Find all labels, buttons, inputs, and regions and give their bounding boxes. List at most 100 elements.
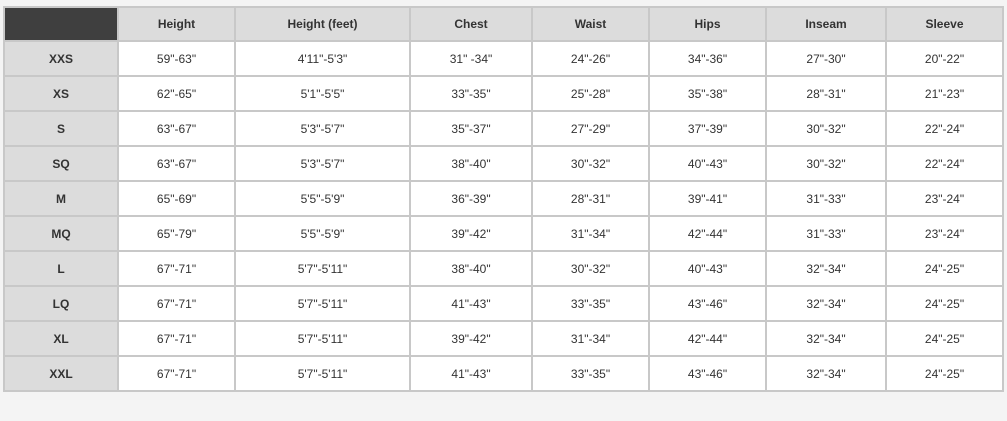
- measurement-cell: 37"-39": [648, 110, 767, 147]
- measurement-cell: 32"-34": [765, 355, 887, 392]
- size-chart-table: Height Height (feet) Chest Waist Hips Inseam S…: [3, 6, 1004, 392]
- measurement-cell: 40"-43": [648, 250, 767, 287]
- measurement-cell: 30"-32": [531, 145, 650, 182]
- measurement-cell: 36"-39": [409, 180, 533, 217]
- measurement-cell: 33"-35": [531, 285, 650, 322]
- table-row: XL 67"-71" 5'7"-5'11" 39"-42" 31"-34" 42"-44"…: [3, 320, 1004, 357]
- measurement-cell: 24"-25": [885, 250, 1004, 287]
- measurement-cell: 38"-40": [409, 145, 533, 182]
- measurement-cell: 23"-24": [885, 180, 1004, 217]
- measurement-cell: 22"-24": [885, 145, 1004, 182]
- measurement-cell: 24"-25": [885, 320, 1004, 357]
- measurement-cell: 31"-33": [765, 180, 887, 217]
- measurement-cell: 39"-42": [409, 320, 533, 357]
- measurement-cell: 31"-33": [765, 215, 887, 252]
- measurement-cell: 65"-79": [117, 215, 236, 252]
- column-header: Hips: [648, 6, 767, 42]
- measurement-cell: 43"-46": [648, 285, 767, 322]
- measurement-cell: 31" -34": [409, 40, 533, 77]
- measurement-cell: 5'7"-5'11": [234, 250, 411, 287]
- column-header: Height: [117, 6, 236, 42]
- table-row: LQ 67"-71" 5'7"-5'11" 41"-43" 33"-35" 43"-46"…: [3, 285, 1004, 322]
- table-row: XXS 59"-63" 4'11"-5'3" 31" -34" 24"-26" 34"-3…: [3, 40, 1004, 77]
- measurement-cell: 5'5"-5'9": [234, 180, 411, 217]
- measurement-cell: 27"-30": [765, 40, 887, 77]
- size-label-cell: XL: [3, 320, 119, 357]
- measurement-cell: 42"-44": [648, 215, 767, 252]
- measurement-cell: 4'11"-5'3": [234, 40, 411, 77]
- measurement-cell: 24"-26": [531, 40, 650, 77]
- measurement-cell: 24"-25": [885, 285, 1004, 322]
- header-row: Height Height (feet) Chest Waist Hips Inseam S…: [3, 6, 1004, 42]
- measurement-cell: 35"-38": [648, 75, 767, 112]
- measurement-cell: 42"-44": [648, 320, 767, 357]
- measurement-cell: 62"-65": [117, 75, 236, 112]
- size-label-cell: XS: [3, 75, 119, 112]
- measurement-cell: 21"-23": [885, 75, 1004, 112]
- measurement-cell: 23"-24": [885, 215, 1004, 252]
- table-row: XS 62"-65" 5'1"-5'5" 33"-35" 25"-28" 35"-38" 2…: [3, 75, 1004, 112]
- measurement-cell: 30"-32": [765, 145, 887, 182]
- measurement-cell: 43"-46": [648, 355, 767, 392]
- table-row: S 63"-67" 5'3"-5'7" 35"-37" 27"-29" 37"-39" 30…: [3, 110, 1004, 147]
- measurement-cell: 32"-34": [765, 320, 887, 357]
- measurement-cell: 30"-32": [531, 250, 650, 287]
- measurement-cell: 63"-67": [117, 145, 236, 182]
- table-row: SQ 63"-67" 5'3"-5'7" 38"-40" 30"-32" 40"-43" 3…: [3, 145, 1004, 182]
- size-label-cell: XXS: [3, 40, 119, 77]
- measurement-cell: 39"-41": [648, 180, 767, 217]
- measurement-cell: 32"-34": [765, 250, 887, 287]
- measurement-cell: 63"-67": [117, 110, 236, 147]
- size-label-cell: SQ: [3, 145, 119, 182]
- column-header: Inseam: [765, 6, 887, 42]
- measurement-cell: 27"-29": [531, 110, 650, 147]
- corner-header-cell: [3, 6, 119, 42]
- column-header: Waist: [531, 6, 650, 42]
- measurement-cell: 5'3"-5'7": [234, 145, 411, 182]
- measurement-cell: 33"-35": [409, 75, 533, 112]
- measurement-cell: 31"-34": [531, 320, 650, 357]
- measurement-cell: 28"-31": [531, 180, 650, 217]
- measurement-cell: 5'7"-5'11": [234, 355, 411, 392]
- measurement-cell: 5'7"-5'11": [234, 320, 411, 357]
- measurement-cell: 39"-42": [409, 215, 533, 252]
- measurement-cell: 40"-43": [648, 145, 767, 182]
- size-label-cell: XXL: [3, 355, 119, 392]
- column-header: Height (feet): [234, 6, 411, 42]
- measurement-cell: 28"-31": [765, 75, 887, 112]
- size-label-cell: LQ: [3, 285, 119, 322]
- table-row: L 67"-71" 5'7"-5'11" 38"-40" 30"-32" 40"-43" 3…: [3, 250, 1004, 287]
- table-row: MQ 65"-79" 5'5"-5'9" 39"-42" 31"-34" 42"-44" 3…: [3, 215, 1004, 252]
- size-label-cell: MQ: [3, 215, 119, 252]
- measurement-cell: 5'3"-5'7": [234, 110, 411, 147]
- measurement-cell: 59"-63": [117, 40, 236, 77]
- measurement-cell: 67"-71": [117, 320, 236, 357]
- column-header: Sleeve: [885, 6, 1004, 42]
- measurement-cell: 31"-34": [531, 215, 650, 252]
- measurement-cell: 5'5"-5'9": [234, 215, 411, 252]
- measurement-cell: 41"-43": [409, 355, 533, 392]
- measurement-cell: 38"-40": [409, 250, 533, 287]
- measurement-cell: 67"-71": [117, 355, 236, 392]
- table-row: XXL 67"-71" 5'7"-5'11" 41"-43" 33"-35" 43"-46…: [3, 355, 1004, 392]
- measurement-cell: 65"-69": [117, 180, 236, 217]
- size-label-cell: M: [3, 180, 119, 217]
- measurement-cell: 41"-43": [409, 285, 533, 322]
- size-label-cell: S: [3, 110, 119, 147]
- column-header: Chest: [409, 6, 533, 42]
- measurement-cell: 5'1"-5'5": [234, 75, 411, 112]
- measurement-cell: 30"-32": [765, 110, 887, 147]
- measurement-cell: 35"-37": [409, 110, 533, 147]
- size-label-cell: L: [3, 250, 119, 287]
- measurement-cell: 67"-71": [117, 285, 236, 322]
- measurement-cell: 67"-71": [117, 250, 236, 287]
- measurement-cell: 20"-22": [885, 40, 1004, 77]
- measurement-cell: 32"-34": [765, 285, 887, 322]
- measurement-cell: 24"-25": [885, 355, 1004, 392]
- measurement-cell: 5'7"-5'11": [234, 285, 411, 322]
- measurement-cell: 33"-35": [531, 355, 650, 392]
- measurement-cell: 25"-28": [531, 75, 650, 112]
- table-row: M 65"-69" 5'5"-5'9" 36"-39" 28"-31" 39"-41" 31…: [3, 180, 1004, 217]
- measurement-cell: 22"-24": [885, 110, 1004, 147]
- measurement-cell: 34"-36": [648, 40, 767, 77]
